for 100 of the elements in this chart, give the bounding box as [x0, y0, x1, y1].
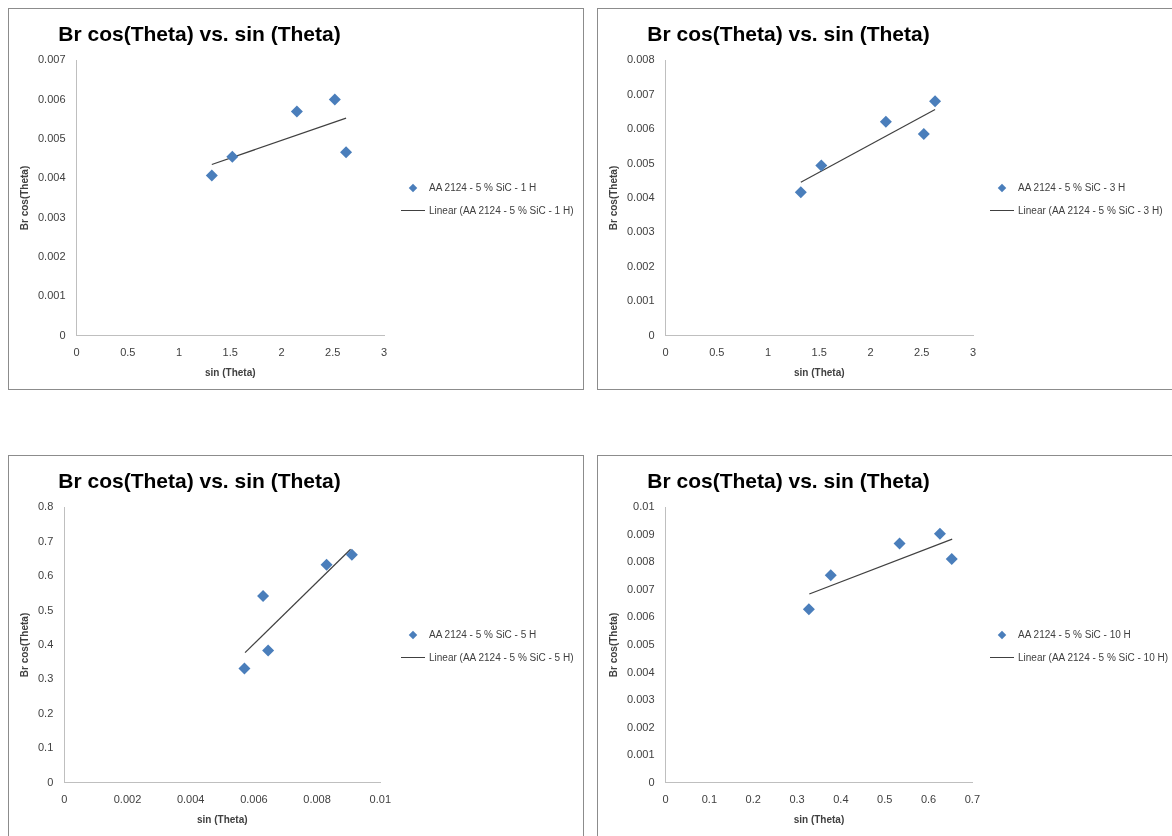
- legend-label: Linear (AA 2124 - 5 % SiC - 10 H): [1018, 652, 1169, 663]
- y-tick-label: 0.005: [627, 156, 655, 169]
- y-tick-label: 0.008: [627, 555, 655, 568]
- x-axis-title: sin (Theta): [793, 366, 845, 378]
- y-tick-label: 0.004: [627, 191, 655, 204]
- x-tick-label: 0.6: [920, 793, 937, 806]
- legend-label: Linear (AA 2124 - 5 % SiC - 3 H): [1018, 205, 1163, 216]
- point: [945, 553, 958, 566]
- point: [340, 146, 353, 159]
- x-tick-label: 2.5: [914, 346, 930, 359]
- y-tick-label: 0.002: [627, 720, 655, 733]
- y-tick-label: 0.7: [37, 534, 54, 547]
- x-tick-label: 0: [662, 793, 669, 806]
- y-tick-label: 0.001: [627, 748, 655, 761]
- y-tick-label: 0.4: [37, 638, 54, 651]
- x-tick-label: 0.3: [789, 793, 805, 806]
- point: [205, 169, 218, 182]
- point: [917, 127, 930, 140]
- point: [824, 569, 837, 582]
- legend-label: AA 2124 - 5 % SiC - 10 H: [1018, 629, 1131, 640]
- point: [802, 603, 815, 616]
- y-tick-label: 0.003: [627, 225, 655, 238]
- point: [815, 159, 828, 172]
- x-tick-label: 0.008: [303, 793, 331, 806]
- y-tick-label: 0.004: [627, 665, 655, 678]
- x-tick-label: 3: [380, 346, 388, 359]
- point: [238, 662, 251, 675]
- x-tick-label: 0.004: [176, 793, 205, 806]
- x-axis-title: sin (Theta): [204, 366, 256, 378]
- legend-label: Linear (AA 2124 - 5 % SiC - 5 H): [429, 652, 574, 663]
- x-tick-label: 0.5: [877, 793, 893, 806]
- x-tick-label: 0.01: [369, 793, 392, 806]
- x-axis-title: sin (Theta): [793, 813, 845, 825]
- y-tick-label: 0.005: [38, 131, 66, 144]
- x-tick-label: 0: [662, 346, 669, 359]
- y-tick-label: 0.008: [627, 53, 655, 66]
- chart-title: Br cos(Theta) vs. sin (Theta): [58, 22, 341, 46]
- y-tick-label: 0.6: [37, 569, 54, 582]
- x-tick-label: 0: [73, 346, 80, 359]
- y-tick-label: 0.007: [627, 87, 655, 100]
- y-axis-title: Br cos(Theta): [18, 612, 30, 678]
- x-tick-label: 1.5: [811, 346, 827, 359]
- y-tick-label: 0.003: [38, 210, 66, 223]
- y-tick-label: 0: [648, 328, 655, 341]
- point: [320, 558, 333, 571]
- point: [933, 527, 946, 540]
- x-tick-label: 2: [867, 346, 874, 359]
- y-tick-label: 0.01: [633, 500, 655, 513]
- y-tick-label: 0.001: [38, 289, 66, 302]
- chart-title: Br cos(Theta) vs. sin (Theta): [58, 469, 341, 493]
- y-tick-label: 0.5: [37, 603, 54, 616]
- x-tick-label: 0.5: [120, 346, 136, 359]
- point: [328, 93, 341, 106]
- point: [345, 548, 358, 561]
- y-axis-title: Br cos(Theta): [18, 165, 30, 231]
- x-tick-label: 0.5: [709, 346, 725, 359]
- x-tick-label: 0.2: [745, 793, 761, 806]
- legend-label: AA 2124 - 5 % SiC - 1 H: [429, 182, 537, 193]
- point: [257, 590, 270, 603]
- x-axis-title: sin (Theta): [197, 813, 248, 825]
- point: [794, 186, 807, 199]
- x-tick-label: 2: [278, 346, 285, 359]
- y-tick-label: 0.003: [627, 693, 655, 706]
- y-tick-label: 0.002: [627, 259, 655, 272]
- y-tick-label: 0.004: [38, 171, 66, 184]
- y-tick-label: 0: [47, 775, 54, 788]
- y-tick-label: 0: [648, 775, 655, 788]
- y-tick-label: 0.1: [37, 741, 54, 754]
- x-tick-label: 0.4: [833, 793, 849, 806]
- y-tick-label: 0.001: [627, 294, 655, 307]
- y-axis-title: Br cos(Theta): [607, 165, 619, 231]
- legend-label: Linear (AA 2124 - 5 % SiC - 1 H): [429, 205, 574, 216]
- y-tick-label: 0.005: [627, 638, 655, 651]
- x-tick-label: 0.006: [240, 793, 268, 806]
- point: [290, 105, 303, 118]
- y-tick-label: 0.006: [38, 92, 66, 105]
- x-tick-label: 0.7: [964, 793, 980, 806]
- y-tick-label: 0.8: [37, 500, 54, 513]
- y-tick-label: 0.006: [627, 610, 655, 623]
- point: [893, 537, 906, 550]
- y-tick-label: 0.2: [37, 706, 54, 719]
- x-tick-label: 0.002: [113, 793, 142, 806]
- point: [929, 95, 942, 108]
- y-tick-label: 0.006: [627, 122, 655, 135]
- point: [262, 644, 275, 657]
- y-tick-label: 0: [59, 328, 66, 341]
- x-tick-label: 1: [764, 346, 772, 359]
- y-tick-label: 0.009: [627, 527, 655, 540]
- x-tick-label: 0.1: [701, 793, 718, 806]
- x-tick-label: 1.5: [222, 346, 238, 359]
- x-tick-label: 3: [969, 346, 977, 359]
- y-tick-label: 0.002: [38, 250, 66, 263]
- chart-title: Br cos(Theta) vs. sin (Theta): [647, 469, 930, 493]
- y-tick-label: 0.3: [37, 672, 54, 685]
- chart-title: Br cos(Theta) vs. sin (Theta): [647, 22, 930, 46]
- point: [879, 115, 892, 128]
- point: [226, 150, 239, 163]
- x-tick-label: 1: [175, 346, 183, 359]
- legend-label: AA 2124 - 5 % SiC - 5 H: [429, 629, 537, 640]
- y-tick-label: 0.007: [38, 53, 66, 66]
